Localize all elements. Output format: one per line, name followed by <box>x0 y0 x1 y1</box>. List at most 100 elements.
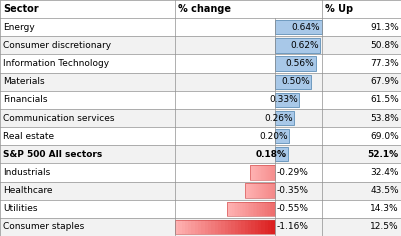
Bar <box>272 165 273 180</box>
Bar <box>218 220 221 234</box>
Bar <box>260 202 261 216</box>
Bar <box>253 165 254 180</box>
Bar <box>262 165 263 180</box>
Bar <box>194 220 198 234</box>
Bar <box>256 183 257 198</box>
Text: 91.3%: 91.3% <box>369 23 398 32</box>
Bar <box>260 183 261 198</box>
Text: 12.5%: 12.5% <box>369 222 398 232</box>
Bar <box>269 202 271 216</box>
Bar <box>273 165 274 180</box>
Bar <box>266 202 268 216</box>
Bar <box>214 220 218 234</box>
Bar <box>257 165 258 180</box>
Text: Industrials: Industrials <box>3 168 51 177</box>
Bar <box>267 165 268 180</box>
Bar <box>264 220 267 234</box>
Text: Sector: Sector <box>3 4 39 14</box>
Text: 0.20%: 0.20% <box>259 132 288 141</box>
Text: 67.9%: 67.9% <box>369 77 398 86</box>
Bar <box>274 75 310 89</box>
Bar <box>249 165 250 180</box>
Bar <box>188 220 191 234</box>
Bar <box>274 38 319 53</box>
Text: -0.55%: -0.55% <box>276 204 308 213</box>
Bar <box>257 183 258 198</box>
Bar <box>261 165 262 180</box>
Text: 77.3%: 77.3% <box>369 59 398 68</box>
Text: 52.1%: 52.1% <box>367 150 398 159</box>
Text: Materials: Materials <box>3 77 45 86</box>
Bar <box>261 165 263 180</box>
Bar <box>268 183 269 198</box>
Bar <box>265 165 266 180</box>
Bar <box>265 202 266 216</box>
Bar <box>266 183 267 198</box>
Text: Healthcare: Healthcare <box>3 186 53 195</box>
Text: 32.4%: 32.4% <box>369 168 398 177</box>
Bar <box>247 183 248 198</box>
Text: % Up: % Up <box>324 4 352 14</box>
Bar <box>266 165 267 180</box>
Bar <box>174 220 178 234</box>
Bar <box>251 165 253 180</box>
Bar <box>0 163 401 181</box>
Bar <box>0 181 401 200</box>
Text: Financials: Financials <box>3 95 48 104</box>
Bar <box>204 220 208 234</box>
Text: Utilities: Utilities <box>3 204 38 213</box>
Bar <box>263 165 264 180</box>
Bar <box>245 183 246 198</box>
Bar <box>274 20 321 34</box>
Bar <box>265 183 266 198</box>
Text: Information Technology: Information Technology <box>3 59 109 68</box>
Bar <box>260 165 261 180</box>
Text: 14.3%: 14.3% <box>369 204 398 213</box>
Bar <box>244 220 248 234</box>
Bar <box>241 220 244 234</box>
Bar <box>255 202 257 216</box>
Bar <box>236 202 238 216</box>
Bar <box>258 202 260 216</box>
Bar <box>254 220 257 234</box>
Bar <box>228 202 230 216</box>
Bar <box>251 220 254 234</box>
Bar <box>243 202 244 216</box>
Text: 69.0%: 69.0% <box>369 132 398 141</box>
Bar <box>251 183 252 198</box>
Bar <box>269 165 270 180</box>
Text: 61.5%: 61.5% <box>369 95 398 104</box>
Bar <box>259 183 260 198</box>
Bar <box>241 202 243 216</box>
Text: 0.26%: 0.26% <box>263 114 292 122</box>
Bar <box>263 183 264 198</box>
Bar <box>221 220 225 234</box>
Text: Consumer staples: Consumer staples <box>3 222 84 232</box>
Text: Energy: Energy <box>3 23 35 32</box>
Bar <box>261 183 262 198</box>
Bar <box>273 183 274 198</box>
Bar <box>249 165 274 180</box>
Text: Consumer discretionary: Consumer discretionary <box>3 41 111 50</box>
Bar <box>191 220 194 234</box>
Bar <box>264 183 265 198</box>
Bar <box>255 183 256 198</box>
Bar <box>274 56 315 71</box>
Bar <box>259 165 260 180</box>
Bar <box>174 220 274 234</box>
Bar <box>0 218 401 236</box>
Bar <box>227 202 274 216</box>
Text: Real estate: Real estate <box>3 132 54 141</box>
Text: % change: % change <box>178 4 231 14</box>
Bar <box>254 183 255 198</box>
Bar <box>274 129 289 143</box>
Bar <box>0 200 401 218</box>
Bar <box>230 202 232 216</box>
Bar <box>257 220 261 234</box>
Bar <box>262 183 263 198</box>
Bar <box>255 165 256 180</box>
Bar <box>181 220 184 234</box>
Bar <box>271 220 274 234</box>
Bar <box>239 202 241 216</box>
Bar <box>0 36 401 55</box>
